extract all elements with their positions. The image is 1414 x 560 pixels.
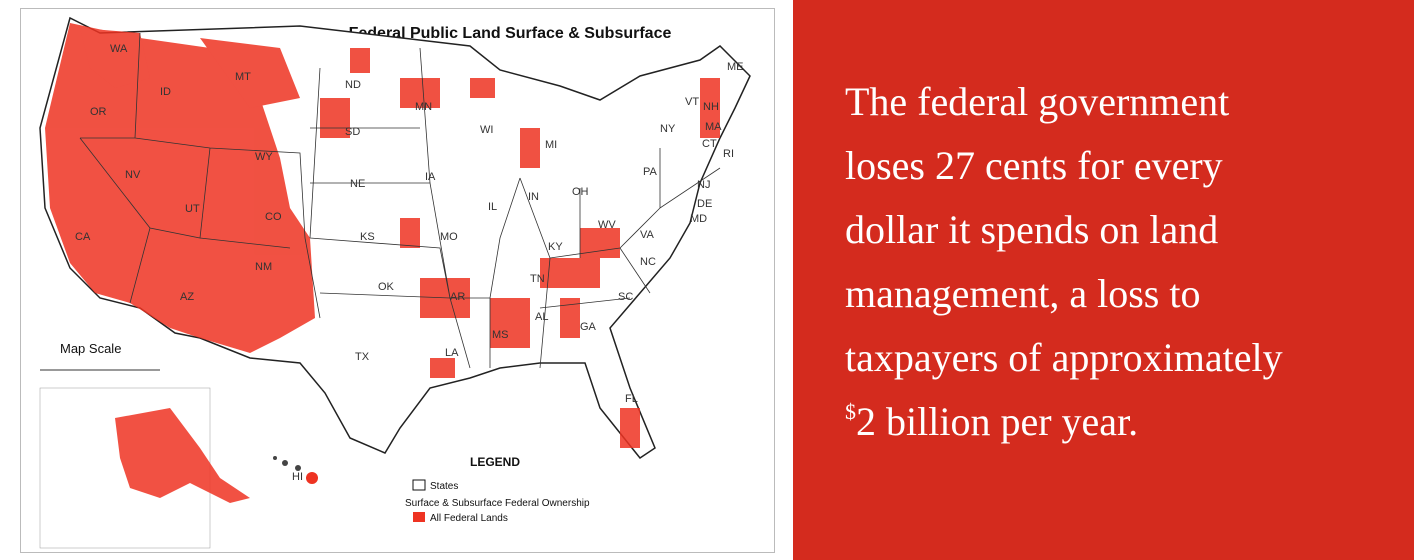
alaska [115,408,250,503]
state-label: LA [445,347,459,359]
state-label: VT [685,96,699,108]
state-label: MN [415,101,432,113]
scale-title: Map Scale [60,341,121,356]
federal-land-map: Federal Public Land Surface & Subsurface… [20,8,775,553]
state-borders [79,32,721,369]
state-label: HI [292,471,303,483]
state-label: AZ [180,291,194,303]
state-label: MO [440,231,458,243]
hawaii [273,456,318,484]
currency-sign: $ [845,399,856,424]
state-label: NH [703,101,719,113]
panel-text: 2 billion per year. [856,399,1139,444]
state-label: TX [355,351,370,363]
state-labels: WA OR ID MT WY NV UT CO CA AZ NM ND SD NE KS OK TX MN IA MO… [75,43,744,483]
legend-swatch-states [412,479,426,491]
state-label: NJ [697,179,710,191]
state-label: VA [640,229,655,241]
state-label: MD [690,213,707,225]
state-label: WY [255,151,273,163]
state-label: NE [350,178,365,190]
panel-line: dollar it spends on land [845,207,1219,252]
legend-states: States [430,481,458,492]
state-label: ID [160,86,171,98]
map-title: Federal Public Land Surface & Subsurface [349,25,672,42]
state-label: CO [265,211,282,223]
state-label: NC [640,256,656,268]
state-label: SD [345,126,360,138]
state-label: MA [705,121,722,133]
state-label: WA [110,43,128,55]
info-panel: The federal government loses 27 cents for… [793,0,1414,560]
state-label: ME [727,61,744,73]
state-label: NM [255,261,272,273]
state-label: IL [488,201,497,213]
legend-swatch-federal [413,512,425,522]
state-label: OH [572,186,589,198]
state-label: PA [643,166,658,178]
state-label: MS [492,329,509,341]
state-label: MI [545,139,557,151]
state-label: ND [345,79,361,91]
state-label: MT [235,71,251,83]
state-label: OR [90,106,107,118]
panel-line: taxpayers of approximately [845,335,1283,380]
state-label: CT [702,138,717,150]
state-label: NV [125,169,141,181]
state-label: CA [75,231,91,243]
state-label: KS [360,231,375,243]
state-label: KY [548,241,563,253]
panel-line: loses 27 cents for every [845,143,1223,188]
state-label: WI [480,124,493,136]
state-label: UT [185,203,200,215]
panel-line: $2 billion per year. [845,398,1138,445]
panel-line: management, a loss to [845,271,1201,316]
legend-ownership: Surface & Subsurface Federal Ownership [405,498,590,509]
state-label: FL [625,393,638,405]
state-label: WV [598,219,616,231]
state-label: AR [450,291,465,303]
legend-title: LEGEND [470,455,520,469]
state-label: SC [618,291,633,303]
state-label: GA [580,321,597,333]
state-label: OK [378,281,395,293]
panel-line: The federal government [845,79,1230,124]
state-label: AL [535,311,548,323]
state-label: TN [530,273,545,285]
federal-lands [45,23,720,448]
state-label: NY [660,123,676,135]
state-label: DE [697,198,712,210]
state-label: IN [528,191,539,203]
state-label: IA [425,171,436,183]
state-label: RI [723,148,734,160]
legend-federal: All Federal Lands [430,513,508,524]
